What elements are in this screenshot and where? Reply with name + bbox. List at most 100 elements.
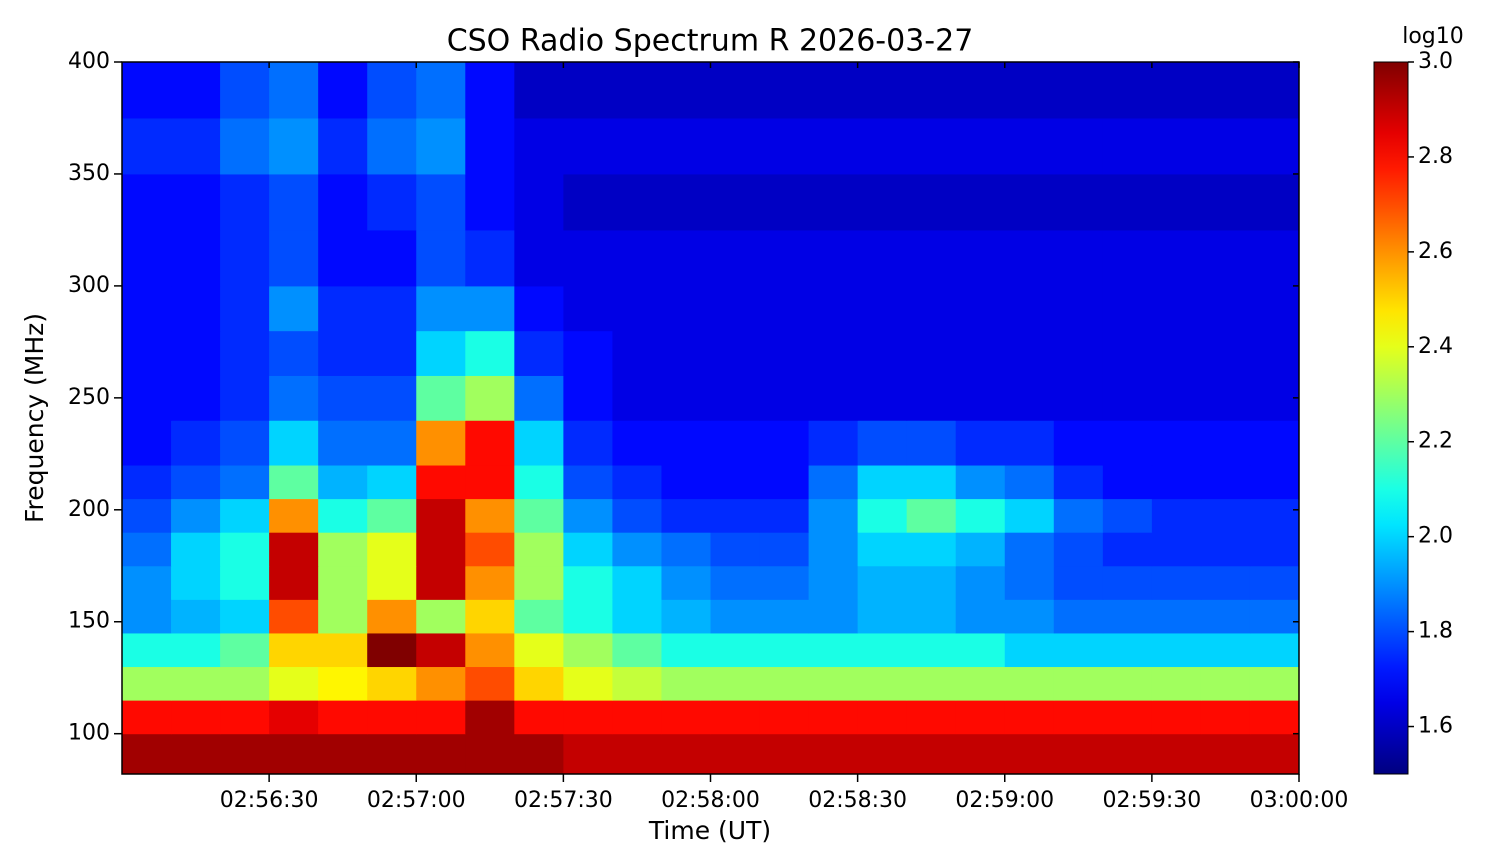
heatmap-cell xyxy=(367,229,417,287)
heatmap-cell xyxy=(171,62,221,119)
heatmap-cell xyxy=(1200,375,1251,421)
heatmap-cell xyxy=(857,700,908,735)
heatmap-cell xyxy=(122,117,172,175)
y-tick-label: 250 xyxy=(68,385,110,410)
heatmap-cell xyxy=(808,330,859,376)
heatmap-cell xyxy=(514,375,564,421)
heatmap-cell xyxy=(661,599,711,634)
heatmap-cell xyxy=(269,632,319,668)
colorbar-tick-label: 2.0 xyxy=(1418,524,1453,549)
heatmap-cell xyxy=(906,599,957,634)
x-tick-label: 02:59:00 xyxy=(955,788,1054,813)
heatmap-cell xyxy=(171,229,221,287)
heatmap-cell xyxy=(122,532,172,567)
heatmap-cell xyxy=(1102,420,1153,466)
heatmap-cell xyxy=(367,117,417,175)
heatmap-cell xyxy=(465,62,515,119)
heatmap-cell xyxy=(661,62,711,119)
heatmap-cell xyxy=(612,465,662,500)
heatmap-cell xyxy=(465,285,515,332)
heatmap-cell xyxy=(122,632,172,668)
heatmap-cell xyxy=(710,733,761,775)
heatmap-cell xyxy=(416,285,466,332)
heatmap-cell xyxy=(1249,229,1300,287)
heatmap-cell xyxy=(612,632,662,668)
heatmap-cell xyxy=(1249,330,1300,376)
heatmap-cell xyxy=(906,229,957,287)
heatmap-cell xyxy=(1200,62,1251,119)
heatmap-cell xyxy=(857,565,908,600)
heatmap-cell xyxy=(1102,117,1153,175)
heatmap-cell xyxy=(563,465,613,500)
x-tick-label: 03:00:00 xyxy=(1250,788,1349,813)
heatmap-cell xyxy=(710,498,761,533)
heatmap-cell xyxy=(416,375,466,421)
heatmap-cell xyxy=(220,532,270,567)
x-tick-label: 02:58:00 xyxy=(661,788,760,813)
heatmap-cell xyxy=(1053,632,1104,668)
heatmap-cell xyxy=(759,285,810,332)
heatmap-cell xyxy=(906,465,957,500)
heatmap-cell xyxy=(612,498,662,533)
heatmap-cell xyxy=(1249,465,1300,500)
heatmap-cell xyxy=(661,229,711,287)
heatmap-cell xyxy=(955,632,1006,668)
heatmap-cell xyxy=(955,733,1006,775)
heatmap-cell xyxy=(808,117,859,175)
heatmap-cell xyxy=(1053,465,1104,500)
heatmap-cell xyxy=(1004,565,1055,600)
heatmap-cell xyxy=(122,62,172,119)
heatmap-cell xyxy=(1004,532,1055,567)
heatmap-cell xyxy=(955,285,1006,332)
heatmap-cell xyxy=(906,62,957,119)
heatmap-cell xyxy=(220,375,270,421)
heatmap-cell xyxy=(710,117,761,175)
heatmap-cell xyxy=(1151,229,1202,287)
heatmap-cell xyxy=(1200,565,1251,600)
heatmap-cell xyxy=(465,173,515,231)
heatmap-cell xyxy=(563,285,613,332)
heatmap-cell xyxy=(1102,666,1153,701)
heatmap-cell xyxy=(122,330,172,376)
heatmap-cell xyxy=(661,733,711,775)
heatmap-cell xyxy=(710,465,761,500)
heatmap-cell xyxy=(465,375,515,421)
heatmap-cell xyxy=(955,62,1006,119)
heatmap-cell xyxy=(710,173,761,231)
heatmap-cell xyxy=(367,599,417,634)
heatmap-cell xyxy=(269,117,319,175)
x-tick-label: 02:59:30 xyxy=(1102,788,1201,813)
heatmap-cell xyxy=(808,733,859,775)
heatmap-cell xyxy=(759,700,810,735)
heatmap-cell xyxy=(1151,565,1202,600)
heatmap-cell xyxy=(563,565,613,600)
heatmap-cell xyxy=(1053,62,1104,119)
heatmap-cell xyxy=(661,117,711,175)
heatmap-cell xyxy=(759,599,810,634)
heatmap-cell xyxy=(220,229,270,287)
heatmap-cell xyxy=(367,532,417,567)
heatmap-cell xyxy=(1102,229,1153,287)
heatmap-cell xyxy=(857,117,908,175)
heatmap-cell xyxy=(318,420,368,466)
heatmap-cell xyxy=(759,632,810,668)
heatmap-cell xyxy=(367,375,417,421)
heatmap-cell xyxy=(1151,330,1202,376)
heatmap-cell xyxy=(318,498,368,533)
heatmap-cell xyxy=(318,330,368,376)
heatmap-cell xyxy=(612,532,662,567)
heatmap-cell xyxy=(122,285,172,332)
heatmap-cell xyxy=(661,330,711,376)
heatmap-cell xyxy=(857,173,908,231)
heatmap-cell xyxy=(661,420,711,466)
heatmap-cell xyxy=(710,375,761,421)
heatmap-cell xyxy=(612,565,662,600)
heatmap-cell xyxy=(661,532,711,567)
heatmap-cell xyxy=(1102,285,1153,332)
heatmap-cell xyxy=(416,498,466,533)
heatmap-cell xyxy=(171,330,221,376)
heatmap-cell xyxy=(1249,285,1300,332)
heatmap-cell xyxy=(514,173,564,231)
heatmap-cell xyxy=(1249,632,1300,668)
heatmap-cell xyxy=(269,565,319,600)
